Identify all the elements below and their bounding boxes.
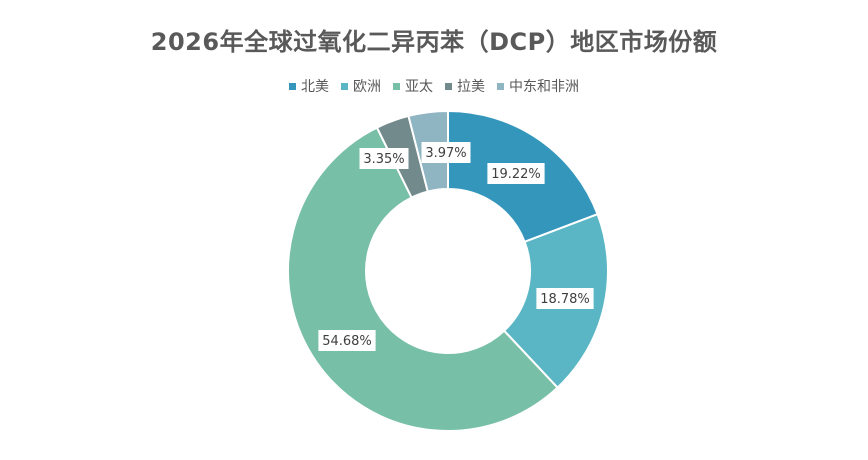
data-label-text: 18.78%: [540, 292, 590, 307]
data-label-1: 18.78%: [536, 288, 594, 309]
data-label-box: [536, 288, 594, 309]
legend-item: 欧洲: [341, 76, 381, 96]
legend-swatch: [289, 82, 296, 90]
donut-slice-2: [287, 126, 559, 432]
legend-item: 拉美: [445, 76, 485, 96]
data-label-3: 3.35%: [359, 148, 409, 169]
legend-item: 中东和非洲: [497, 76, 579, 96]
data-label-box: [487, 163, 545, 184]
legend-swatch: [445, 82, 452, 90]
data-label-box: [318, 330, 376, 351]
data-label-2: 54.68%: [318, 330, 376, 351]
legend-label: 亚太: [405, 79, 433, 95]
legend-swatch: [497, 82, 504, 90]
data-label-0: 19.22%: [487, 163, 545, 184]
legend-item: 北美: [289, 76, 329, 96]
legend-swatch: [341, 82, 348, 90]
legend-label: 中东和非洲: [509, 79, 579, 95]
legend-label: 拉美: [457, 79, 485, 95]
data-label-box: [421, 142, 471, 163]
legend-label: 北美: [301, 79, 329, 95]
legend-label: 欧洲: [353, 79, 381, 95]
data-label-4: 3.97%: [421, 142, 471, 163]
chart-title: 2026年全球过氧化二异丙苯（DCP）地区市场份额: [150, 28, 718, 56]
legend-item: 亚太: [393, 76, 433, 96]
legend-swatch: [393, 82, 400, 90]
chart-legend: 北美 欧洲 亚太 拉美 中东和非洲: [0, 76, 868, 96]
data-label-box: [359, 148, 409, 169]
data-label-text: 3.97%: [425, 146, 466, 161]
data-label-text: 3.35%: [363, 152, 404, 167]
data-label-text: 54.68%: [322, 334, 372, 349]
data-label-text: 19.22%: [491, 167, 541, 182]
